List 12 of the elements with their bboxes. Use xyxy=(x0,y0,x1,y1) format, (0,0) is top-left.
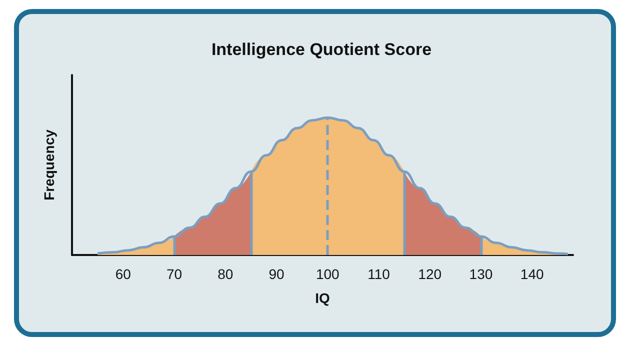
y-axis-title: Frequency xyxy=(41,129,57,200)
x-tick-label: 100 xyxy=(316,266,340,282)
chart-title: Intelligence Quotient Score xyxy=(211,40,432,59)
x-tick-label: 70 xyxy=(166,266,182,282)
x-tick-label: 120 xyxy=(418,266,442,282)
x-tick-label: 80 xyxy=(218,266,234,282)
x-tick-label: 110 xyxy=(368,266,390,282)
x-tick-label: 60 xyxy=(115,266,132,282)
x-tick-label: 130 xyxy=(469,266,493,282)
x-tick-label: 140 xyxy=(520,266,544,282)
x-tick-label: 90 xyxy=(268,266,284,282)
x-axis-title: IQ xyxy=(315,290,330,306)
